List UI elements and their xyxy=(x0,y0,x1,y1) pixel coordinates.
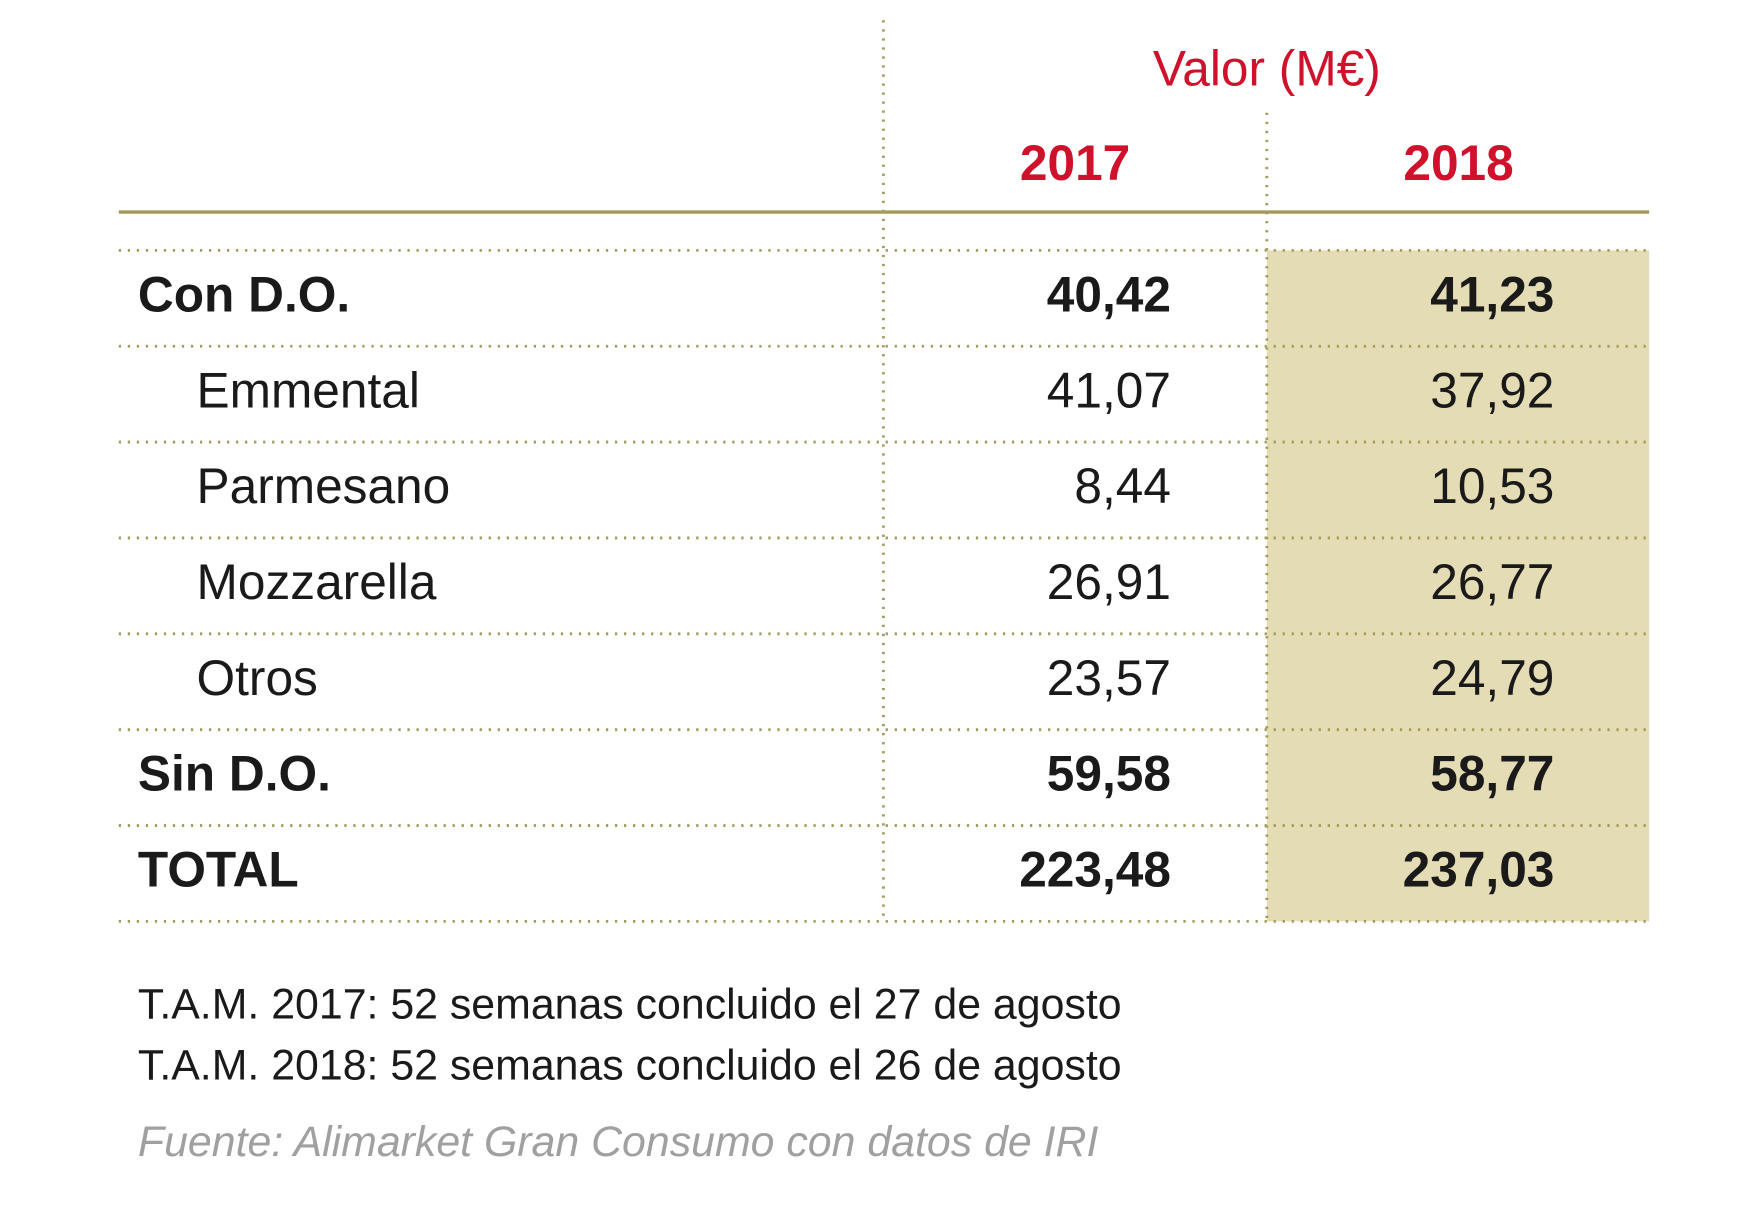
source: Fuente: Alimarket Gran Consumo con datos… xyxy=(138,1118,1099,1166)
row-label: Con D.O. xyxy=(138,266,350,322)
cell-value: 58,77 xyxy=(1430,746,1554,802)
row-label: Sin D.O. xyxy=(138,746,331,802)
header-title: Valor (M€) xyxy=(1153,40,1381,96)
highlight-column xyxy=(1266,250,1650,922)
row-label: Mozzarella xyxy=(197,554,437,610)
note: T.A.M. 2018: 52 semanas concluido el 26 … xyxy=(138,1041,1122,1089)
cell-value: 40,42 xyxy=(1047,266,1171,322)
cell-value: 237,03 xyxy=(1403,842,1555,898)
cell-value: 10,53 xyxy=(1430,458,1554,514)
cell-value: 223,48 xyxy=(1019,842,1171,898)
column-header: 2017 xyxy=(1020,135,1130,191)
column-header: 2018 xyxy=(1403,135,1513,191)
note: T.A.M. 2017: 52 semanas concluido el 27 … xyxy=(138,980,1122,1028)
row-label: TOTAL xyxy=(138,842,299,898)
cell-value: 8,44 xyxy=(1074,458,1171,514)
cell-value: 26,77 xyxy=(1430,554,1554,610)
cell-value: 26,91 xyxy=(1047,554,1171,610)
cell-value: 37,92 xyxy=(1430,362,1554,418)
cell-value: 41,07 xyxy=(1047,362,1171,418)
cell-value: 23,57 xyxy=(1047,650,1171,706)
cell-value: 41,23 xyxy=(1430,266,1554,322)
cell-value: 24,79 xyxy=(1430,650,1554,706)
row-label: Parmesano xyxy=(197,458,451,514)
row-label: Emmental xyxy=(197,362,420,418)
row-label: Otros xyxy=(197,650,318,706)
cell-value: 59,58 xyxy=(1047,746,1171,802)
